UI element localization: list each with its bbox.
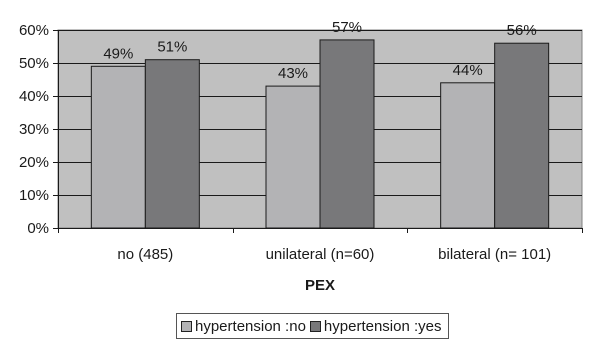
data-label-0-0: 49%	[103, 45, 133, 62]
y-tick-label-0: 0%	[27, 220, 49, 237]
bars	[90, 39, 550, 229]
legend-label-hypertension-yes: hypertension :yes	[323, 317, 442, 335]
x-tick-label-0: no (485)	[117, 246, 173, 263]
axes	[53, 30, 583, 233]
legend-item-hypertension-no: hypertension :no	[181, 318, 306, 335]
legend-swatch-hypertension-yes	[309, 320, 321, 332]
y-tick-label-60: 60%	[19, 22, 49, 39]
bar-1-0	[265, 85, 321, 229]
legend-label-hypertension-no: hypertension :no	[195, 317, 306, 335]
data-labels: 49% 51% 43% 57% 44% 56%	[103, 19, 536, 82]
x-axis-title: PEX	[305, 277, 335, 294]
y-tick-label-50: 50%	[19, 55, 49, 72]
bar-0-0	[90, 65, 146, 229]
bar-2-1	[494, 42, 550, 229]
data-label-1-1: 57%	[332, 19, 362, 36]
legend-swatch-hypertension-no	[181, 320, 192, 332]
bar-0-1	[144, 59, 200, 229]
x-tick-labels: no (485) unilateral (n=60) bilateral (n= 1…	[117, 246, 551, 263]
data-label-0-1: 51%	[157, 39, 187, 56]
y-tick-label-40: 40%	[19, 88, 49, 105]
x-tick-label-1: unilateral (n=60)	[266, 246, 375, 263]
y-tick-label-30: 30%	[19, 121, 49, 138]
legend: hypertension :no hypertension :yes	[176, 313, 449, 339]
bar-2-0	[440, 82, 496, 229]
legend-item-hypertension-yes: hypertension :yes	[309, 317, 442, 335]
y-tick-label-10: 10%	[19, 187, 49, 204]
bar-1-1	[319, 39, 375, 229]
data-label-2-1: 56%	[507, 22, 537, 39]
bar-chart: 49% 51%43%57%44%56% 0%10%20%30%40%50%60% …	[19, 19, 583, 294]
data-label-2-0: 44%	[453, 62, 483, 79]
data-label-1-0: 43%	[278, 65, 308, 82]
x-tick-label-2: bilateral (n= 101)	[438, 246, 551, 263]
y-tick-label-20: 20%	[19, 154, 49, 171]
y-tick-labels: 0% 10% 20% 30% 40% 50% 60%	[19, 22, 49, 237]
